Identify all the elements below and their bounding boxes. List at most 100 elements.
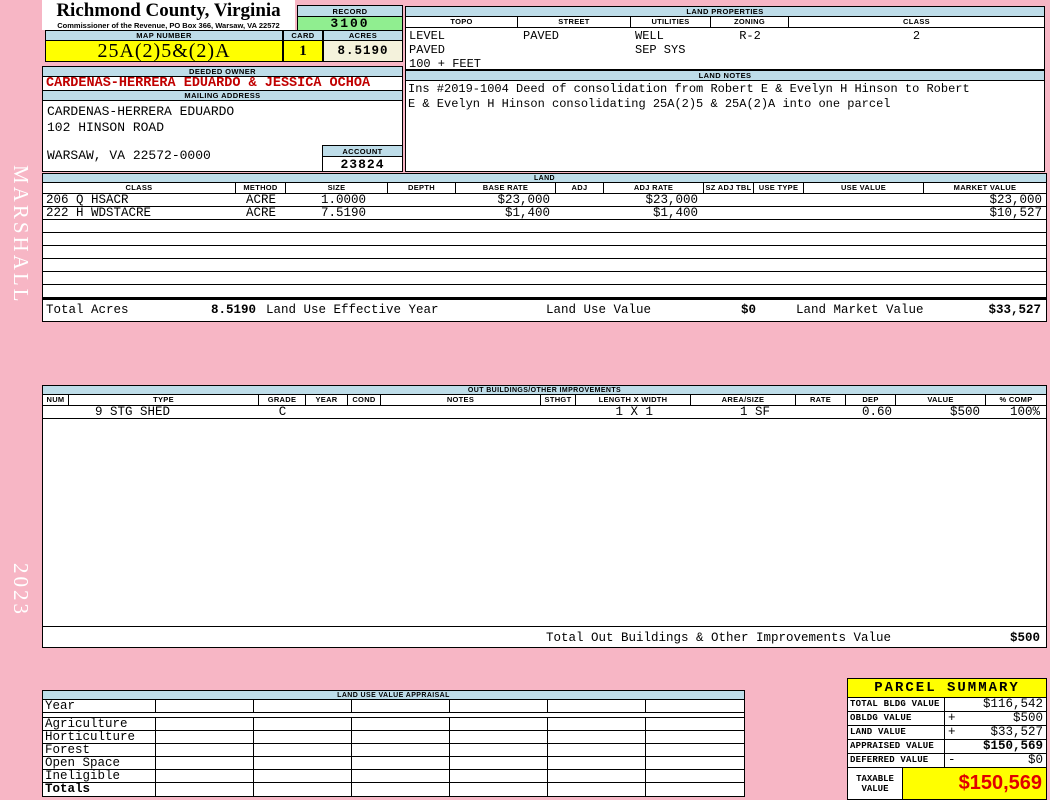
- summary-label: LAND VALUE: [848, 726, 945, 739]
- land-depth-cell: [388, 207, 456, 219]
- mailing-line: CARDENAS-HERRERA EDUARDO: [47, 104, 235, 119]
- land-notes-line: E & Evelyn H Hinson consolidating 25A(2)…: [408, 97, 891, 111]
- summary-row-deferred: DEFERRED VALUE - $0: [848, 754, 1046, 768]
- acres-label: ACRES: [324, 31, 402, 41]
- land-use-appraisal-table: LAND USE VALUE APPRAISAL Year Agricultur…: [42, 690, 745, 797]
- parcel-summary: PARCEL SUMMARY TOTAL BLDG VALUE $116,542…: [847, 678, 1047, 800]
- land-properties-title: LAND PROPERTIES: [406, 7, 1044, 17]
- column-header-topo: TOPO: [406, 17, 518, 27]
- ob-sthgt-cell: [541, 406, 576, 418]
- land-use-appraisal-title: LAND USE VALUE APPRAISAL: [43, 691, 744, 700]
- land-sz-adj-cell: [704, 194, 754, 206]
- land-table-title: LAND: [43, 174, 1046, 183]
- account-value: 23824: [340, 157, 385, 172]
- land-properties-header-row: TOPO STREET UTILITIES ZONING CLASS: [406, 17, 1044, 28]
- land-row-empty: [43, 259, 1046, 272]
- appraisal-row-label: Totals: [43, 783, 156, 796]
- ob-dep-cell: 0.60: [861, 405, 892, 419]
- mailing-address-area: CARDENAS-HERRERA EDUARDO 102 HINSON ROAD…: [43, 101, 403, 172]
- land-market-value: $33,527: [988, 303, 1041, 317]
- column-header-adj-rate: ADJ RATE: [604, 183, 704, 193]
- column-header-sthgt: STHGT: [541, 395, 576, 405]
- land-row: 222 H WDSTACRE ACRE 7.5190 $1,400 $1,400…: [43, 207, 1046, 220]
- column-header-utilities: UTILITIES: [631, 17, 711, 27]
- total-acres-label: Total Acres: [46, 303, 129, 317]
- summary-amount: $33,527: [990, 725, 1043, 739]
- land-adj-rate-cell: $1,400: [652, 206, 698, 220]
- land-use-value-cell: [804, 194, 924, 206]
- land-row-empty: [43, 233, 1046, 246]
- map-number-label: MAP NUMBER: [46, 31, 282, 41]
- land-depth-cell: [388, 194, 456, 206]
- land-market-value-label: Land Market Value: [796, 303, 924, 317]
- land-row-empty: [43, 285, 1046, 298]
- parcel-summary-title: PARCEL SUMMARY: [848, 679, 1046, 698]
- map-number-box: MAP NUMBER 25A(2)5&(2)A: [45, 30, 283, 62]
- land-adj-cell: [556, 207, 604, 219]
- summary-amount: $150,569: [982, 739, 1043, 753]
- summary-amount: $0: [1027, 753, 1043, 767]
- column-header-use-value: USE VALUE: [804, 183, 924, 193]
- commissioner-address: Commissioner of the Revenue, PO Box 366,…: [57, 21, 280, 30]
- column-header-method: METHOD: [236, 183, 286, 193]
- card-box: CARD 1: [283, 30, 323, 62]
- column-header-year: YEAR: [306, 395, 348, 405]
- land-use-type-cell: [754, 207, 804, 219]
- ob-grade-cell: C: [278, 405, 287, 419]
- land-properties-section: LAND PROPERTIES TOPO STREET UTILITIES ZO…: [405, 6, 1045, 71]
- column-header-zoning: ZONING: [711, 17, 789, 27]
- summary-sign: -: [948, 753, 956, 767]
- land-notes-line: Ins #2019-1004 Deed of consolidation fro…: [408, 82, 970, 96]
- out-buildings-empty-area: [43, 419, 1046, 626]
- taxable-value-amount: $150,569: [903, 768, 1046, 799]
- appraisal-row-horticulture: Horticulture: [43, 731, 744, 744]
- topo-value: PAVED: [409, 43, 446, 57]
- land-method-cell: ACRE: [245, 193, 276, 207]
- land-row-empty: [43, 272, 1046, 285]
- summary-label: TOTAL BLDG VALUE: [848, 698, 945, 711]
- total-acres-value: 8.5190: [211, 303, 257, 317]
- column-header-grade: GRADE: [259, 395, 306, 405]
- appraisal-row-label: Forest: [43, 744, 156, 756]
- land-notes-title: LAND NOTES: [406, 71, 1044, 81]
- appraisal-spacer: [43, 713, 744, 718]
- summary-row-total-bldg: TOTAL BLDG VALUE $116,542: [848, 698, 1046, 712]
- county-header: Richmond County, Virginia Commissioner o…: [42, 0, 295, 30]
- summary-sign: +: [948, 711, 956, 725]
- out-buildings-total-value: $500: [1009, 631, 1040, 645]
- out-buildings-title: OUT BUILDINGS/OTHER IMPROVEMENTS: [43, 386, 1046, 395]
- summary-amount: $116,542: [982, 697, 1043, 711]
- land-use-value-label: Land Use Value: [546, 303, 652, 317]
- appraisal-row-label: Agriculture: [43, 718, 156, 730]
- class-value: 2: [912, 29, 921, 43]
- land-method-cell: ACRE: [245, 206, 276, 220]
- appraisal-row-open-space: Open Space: [43, 757, 744, 770]
- record-value: 3100: [298, 17, 402, 31]
- land-use-effective-year-label: Land Use Effective Year: [266, 303, 439, 317]
- mailing-address-label: MAILING ADDRESS: [43, 91, 402, 101]
- summary-row-taxable: TAXABLE VALUE $150,569: [848, 768, 1046, 799]
- summary-row-appraised: APPRAISED VALUE $150,569: [848, 740, 1046, 754]
- column-header-cond: COND: [348, 395, 381, 405]
- column-header-length-width: LENGTH X WIDTH: [576, 395, 691, 405]
- utilities-value: SEP SYS: [635, 43, 686, 57]
- land-row-empty: [43, 246, 1046, 259]
- column-header-class: CLASS: [903, 17, 930, 26]
- topo-value: LEVEL: [409, 29, 446, 43]
- column-header-street: STREET: [518, 17, 631, 27]
- ob-notes-cell: [381, 406, 541, 418]
- sidebar-year-label: 2023: [9, 563, 33, 617]
- land-row: 206 Q HSACR ACRE 1.0000 $23,000 $23,000 …: [43, 194, 1046, 207]
- land-adj-cell: [556, 194, 604, 206]
- summary-label: APPRAISED VALUE: [848, 740, 945, 753]
- out-buildings-header-row: NUM TYPE GRADE YEAR COND NOTES STHGT LEN…: [43, 395, 1046, 406]
- topo-value: 100 + FEET: [409, 57, 482, 71]
- land-properties-values: LEVEL PAVED 100 + FEET PAVED WELL SEP SY…: [406, 28, 1044, 71]
- ob-rate-cell: [796, 406, 846, 418]
- column-header-value: VALUE: [896, 395, 986, 405]
- column-header-num: NUM: [43, 395, 69, 405]
- card-label: CARD: [284, 31, 322, 41]
- out-building-row: 9 STG SHED C 1 X 1 1 SF 0.60 $500 100%: [43, 406, 1046, 419]
- summary-label: OBLDG VALUE: [848, 712, 945, 725]
